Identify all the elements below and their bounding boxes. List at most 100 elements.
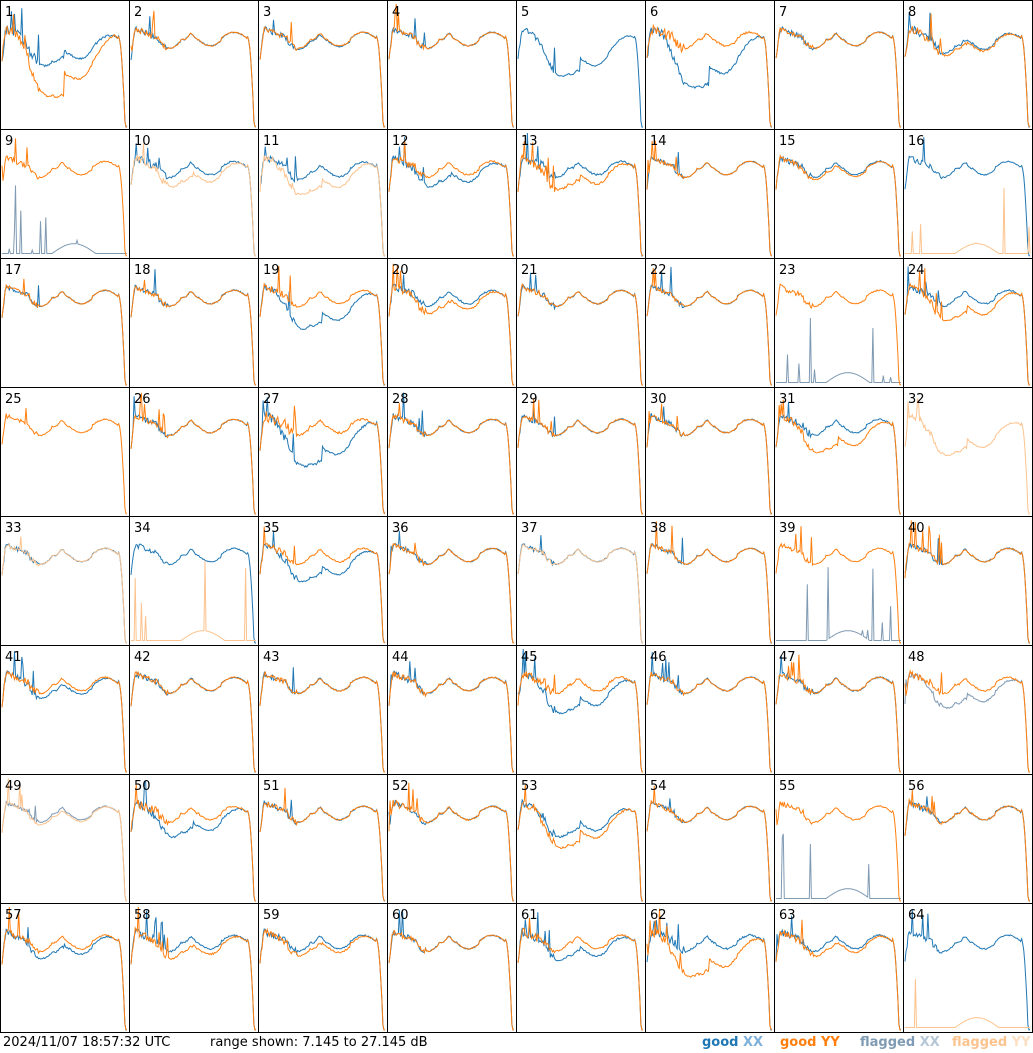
yy-trace: [388, 403, 514, 515]
antenna-panel-44: 44: [387, 645, 517, 775]
yy-trace: [1, 670, 128, 773]
panel-label: 57: [5, 908, 22, 923]
antenna-panel-15: 15: [774, 129, 904, 259]
antenna-panel-39: 39: [774, 516, 904, 646]
panel-label: 38: [650, 521, 667, 536]
antenna-panel-31: 31: [774, 387, 904, 517]
xx-trace: [646, 26, 772, 128]
xx-trace: [517, 648, 643, 773]
antenna-panel-35: 35: [258, 516, 388, 646]
antenna-panel-57: 57: [0, 903, 130, 1033]
panel-label: 17: [5, 263, 22, 278]
yy-trace: [388, 542, 514, 644]
antenna-panel-3: 3: [258, 0, 388, 130]
yy-trace: [775, 27, 901, 128]
yy-trace: [259, 927, 386, 1031]
panel-label: 40: [908, 521, 925, 536]
panel-label: 27: [263, 392, 280, 407]
antenna-panel-48: 48: [903, 645, 1033, 775]
yy-trace: [646, 521, 773, 644]
xx-trace: [130, 671, 257, 773]
yy-trace: [775, 654, 901, 773]
panel-label: 5: [521, 5, 529, 20]
panel-label: 52: [392, 779, 409, 794]
yy-trace: [904, 669, 1030, 773]
yy-trace: [517, 917, 643, 1031]
panel-label: 44: [392, 650, 409, 665]
antenna-panel-21: 21: [516, 258, 646, 388]
xx-trace: [259, 799, 386, 902]
yy-trace: [905, 978, 1030, 1028]
xx-trace: [130, 143, 256, 257]
xx-trace: [259, 397, 386, 514]
antenna-panel-28: 28: [387, 387, 517, 517]
xx-trace: [1, 543, 128, 644]
xx-trace: [776, 567, 901, 641]
xx-trace: [517, 912, 644, 1031]
antenna-panel-43: 43: [258, 645, 388, 775]
panel-label: 10: [134, 134, 151, 149]
panel-label: 51: [263, 779, 280, 794]
antenna-panel-52: 52: [387, 774, 517, 904]
antenna-panel-61: 61: [516, 903, 646, 1033]
yy-trace: [388, 671, 515, 773]
panel-label: 60: [392, 908, 409, 923]
panel-label: 56: [908, 779, 925, 794]
yy-trace: [904, 268, 1030, 386]
antenna-panel-19: 19: [258, 258, 388, 388]
antenna-panel-33: 33: [0, 516, 130, 646]
panel-label: 6: [650, 5, 658, 20]
panel-frame: [516, 0, 646, 130]
footer: 2024/11/07 18:57:32 UTC range shown: 7.1…: [0, 1033, 1033, 1053]
panel-label: 63: [779, 908, 796, 923]
xx-trace: [1, 651, 128, 773]
yy-trace: [130, 784, 256, 902]
antenna-panel-24: 24: [903, 258, 1033, 388]
panel-label: 50: [134, 779, 151, 794]
xx-trace: [904, 137, 1031, 257]
panel-label: 62: [650, 908, 667, 923]
antenna-panel-51: 51: [258, 774, 388, 904]
legend-good-xx-word: good: [702, 1035, 739, 1050]
panel-label: 16: [908, 134, 925, 149]
panel-label: 61: [521, 908, 538, 923]
panel-label: 31: [779, 392, 796, 407]
yy-trace: [775, 526, 902, 644]
xx-trace: [517, 409, 643, 515]
yy-trace: [517, 784, 644, 902]
panel-label: 34: [134, 521, 151, 536]
antenna-panel-37: 37: [516, 516, 646, 646]
xx-trace: [388, 530, 515, 644]
antenna-panel-6: 6: [645, 0, 775, 130]
panel-label: 48: [908, 650, 925, 665]
yy-trace: [388, 782, 515, 902]
xx-trace: [646, 266, 773, 386]
yy-trace: [1, 278, 128, 386]
antenna-panel-16: 16: [903, 129, 1033, 259]
yy-trace: [259, 265, 386, 386]
yy-trace: [259, 21, 386, 128]
antenna-panel-60: 60: [387, 903, 517, 1033]
antenna-panel-26: 26: [129, 387, 259, 517]
antenna-panel-20: 20: [387, 258, 517, 388]
yy-trace: [904, 789, 1030, 902]
legend-flagged-yy-pol: YY: [1011, 1035, 1031, 1050]
panel-frame: [645, 0, 775, 130]
yy-trace: [646, 140, 773, 257]
antenna-panel-22: 22: [645, 258, 775, 388]
xx-trace: [775, 401, 901, 515]
yy-trace: [388, 263, 514, 386]
antenna-panel-32: 32: [903, 387, 1033, 517]
panel-label: 36: [392, 521, 409, 536]
xx-trace: [776, 317, 901, 383]
xx-trace: [259, 283, 386, 386]
xx-trace: [2, 185, 127, 254]
xx-trace: [130, 779, 256, 902]
yy-trace: [259, 526, 385, 643]
panel-label: 22: [650, 263, 667, 278]
antenna-panel-25: 25: [0, 387, 130, 517]
antenna-panel-23: 23: [774, 258, 904, 388]
yy-trace: [517, 398, 644, 515]
yy-trace: [259, 787, 386, 902]
antenna-panel-49: 49: [0, 774, 130, 904]
